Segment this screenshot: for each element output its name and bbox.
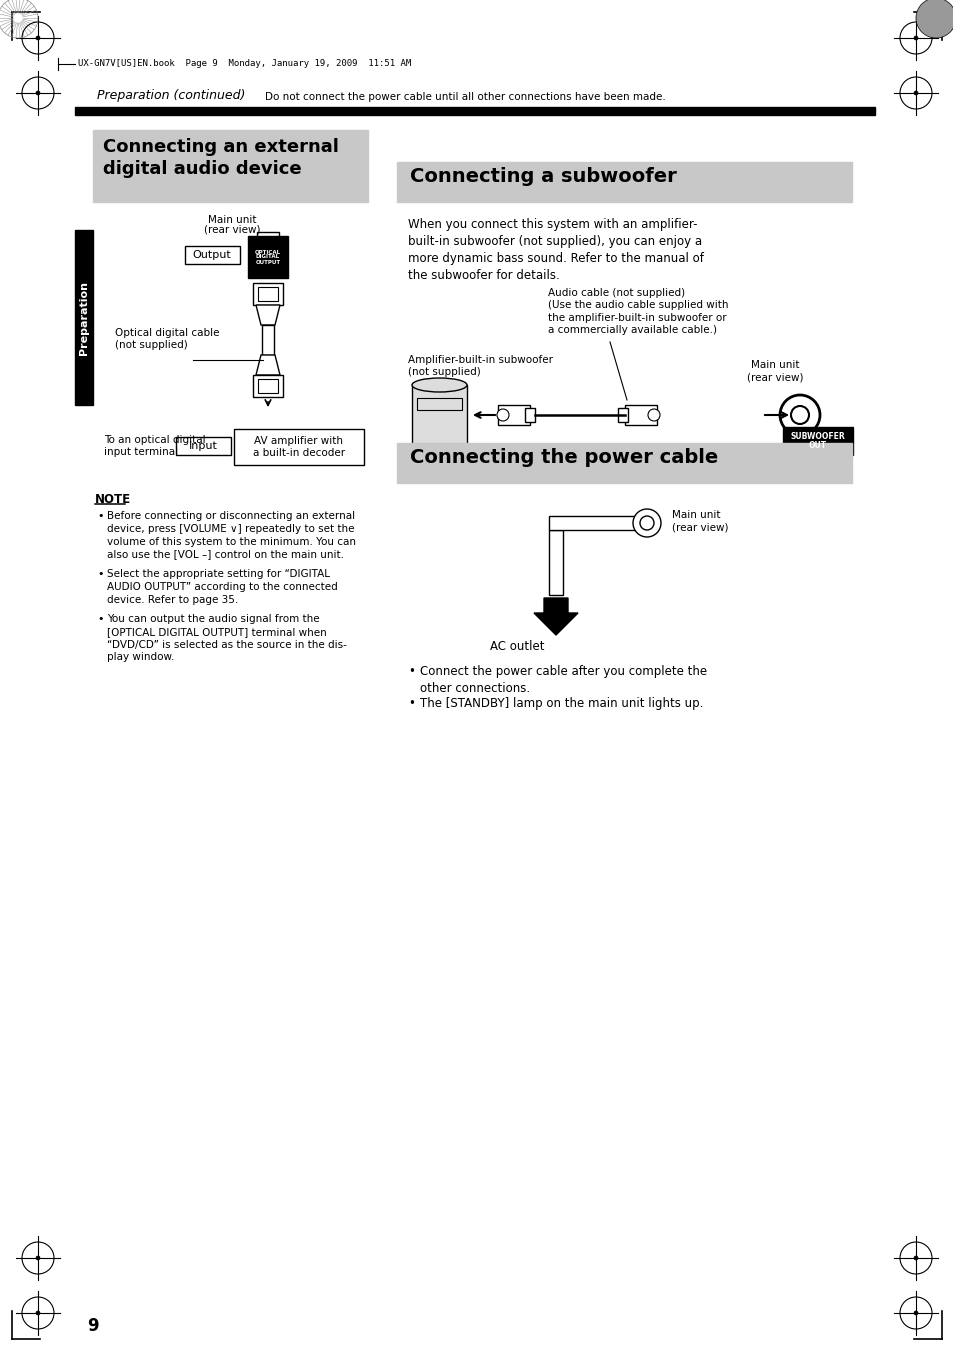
Bar — [624, 405, 657, 426]
Circle shape — [913, 1310, 917, 1315]
Text: Do not connect the power cable until all other connections have been made.: Do not connect the power cable until all… — [265, 92, 665, 101]
Bar — [618, 408, 627, 422]
Text: Select the appropriate setting for “DIGITAL
AUDIO OUTPUT” according to the conne: Select the appropriate setting for “DIGI… — [107, 569, 337, 605]
Bar — [257, 380, 277, 393]
Text: Optical digital cable
(not supplied): Optical digital cable (not supplied) — [115, 327, 219, 350]
Circle shape — [913, 36, 917, 41]
Text: Output: Output — [193, 250, 232, 259]
Text: Connecting the power cable: Connecting the power cable — [410, 449, 718, 467]
Bar — [233, 430, 364, 465]
Circle shape — [633, 509, 660, 536]
Bar — [92, 130, 368, 203]
Bar — [524, 408, 535, 422]
Text: Connecting a subwoofer: Connecting a subwoofer — [410, 168, 676, 186]
Ellipse shape — [412, 378, 467, 392]
Bar — [75, 230, 92, 405]
Bar — [185, 246, 240, 263]
Text: Amplifier-built-in subwoofer
(not supplied): Amplifier-built-in subwoofer (not suppli… — [408, 355, 553, 377]
Circle shape — [647, 409, 659, 422]
Text: Main unit: Main unit — [208, 215, 256, 226]
Text: •: • — [97, 569, 103, 580]
Circle shape — [639, 516, 654, 530]
Bar — [782, 427, 852, 455]
Text: (rear view): (rear view) — [204, 226, 260, 235]
Bar — [548, 530, 562, 594]
Bar — [407, 444, 472, 453]
Text: Preparation (continued): Preparation (continued) — [97, 89, 245, 101]
Text: 9: 9 — [87, 1317, 98, 1335]
Text: When you connect this system with an amplifier-
built-in subwoofer (not supplied: When you connect this system with an amp… — [408, 218, 703, 282]
Circle shape — [497, 409, 509, 422]
Bar — [416, 399, 461, 409]
Bar — [396, 162, 851, 203]
Bar — [175, 436, 231, 455]
Text: Connecting an external
digital audio device: Connecting an external digital audio dev… — [103, 138, 338, 177]
Circle shape — [790, 407, 808, 424]
Polygon shape — [255, 355, 280, 376]
Text: Audio cable (not supplied)
(Use the audio cable supplied with
the amplifier-buil: Audio cable (not supplied) (Use the audi… — [547, 288, 728, 335]
Text: •: • — [408, 697, 415, 711]
Text: SUBWOOFER
OUT: SUBWOOFER OUT — [790, 432, 844, 450]
Polygon shape — [255, 305, 280, 326]
Bar — [253, 282, 283, 305]
Circle shape — [36, 1310, 40, 1315]
Bar — [253, 376, 283, 397]
Bar — [248, 236, 288, 278]
Text: Connect the power cable after you complete the
other connections.: Connect the power cable after you comple… — [419, 665, 706, 694]
Text: OPTICAL
DIGITAL
OUTPUT: OPTICAL DIGITAL OUTPUT — [254, 250, 281, 265]
Text: The [STANDBY] lamp on the main unit lights up.: The [STANDBY] lamp on the main unit ligh… — [419, 697, 702, 711]
Text: •: • — [97, 613, 103, 624]
Polygon shape — [534, 598, 578, 635]
Text: Before connecting or disconnecting an external
device, press [VOLUME ∨] repeated: Before connecting or disconnecting an ex… — [107, 511, 355, 559]
Bar — [257, 286, 277, 301]
Text: Main unit
(rear view): Main unit (rear view) — [671, 509, 728, 532]
Circle shape — [913, 91, 917, 95]
Bar — [75, 107, 874, 115]
Text: •: • — [97, 511, 103, 521]
Text: •: • — [408, 665, 415, 678]
Bar — [497, 405, 530, 426]
Bar — [548, 516, 639, 530]
Bar — [256, 232, 278, 242]
Text: NOTE: NOTE — [95, 493, 131, 507]
Circle shape — [36, 91, 40, 95]
Bar — [396, 443, 851, 484]
Text: AV amplifier with
a built-in decoder: AV amplifier with a built-in decoder — [253, 436, 345, 458]
Text: Main unit
(rear view): Main unit (rear view) — [746, 359, 802, 382]
Circle shape — [780, 394, 820, 435]
Circle shape — [36, 1256, 40, 1260]
Circle shape — [915, 0, 953, 38]
Circle shape — [36, 36, 40, 41]
Text: AC outlet: AC outlet — [490, 640, 544, 653]
Text: You can output the audio signal from the
[OPTICAL DIGITAL OUTPUT] terminal when
: You can output the audio signal from the… — [107, 613, 347, 662]
Text: Preparation: Preparation — [79, 281, 89, 355]
Text: Input: Input — [189, 440, 217, 451]
Text: UX-GN7V[US]EN.book  Page 9  Monday, January 19, 2009  11:51 AM: UX-GN7V[US]EN.book Page 9 Monday, Januar… — [78, 59, 411, 69]
Text: To an optical digital
input terminal: To an optical digital input terminal — [104, 435, 206, 458]
Bar — [412, 385, 467, 447]
Bar — [262, 326, 274, 355]
Circle shape — [913, 1256, 917, 1260]
